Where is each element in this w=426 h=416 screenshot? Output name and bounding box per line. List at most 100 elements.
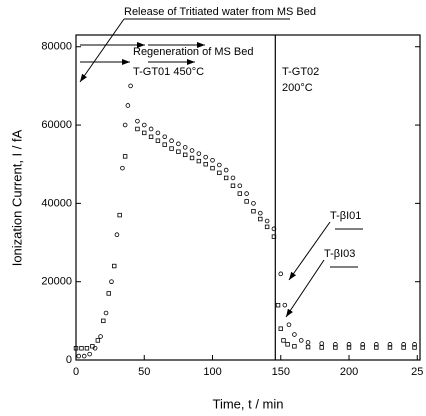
point — [142, 130, 147, 136]
point — [319, 341, 325, 346]
y-tick-label: 80000 — [41, 41, 72, 53]
point — [148, 126, 154, 132]
point — [374, 345, 379, 350]
point — [333, 342, 338, 347]
point — [271, 234, 277, 239]
point — [230, 183, 236, 188]
point — [305, 344, 311, 350]
point — [278, 326, 283, 331]
point — [101, 318, 106, 324]
plot-frame — [75, 34, 421, 361]
annotation: T-βI01 — [330, 210, 361, 222]
point — [292, 332, 297, 337]
point — [176, 141, 181, 147]
point — [237, 191, 243, 196]
point — [183, 152, 188, 158]
point — [81, 353, 87, 359]
annotation: T-GT02 — [282, 66, 319, 78]
point — [387, 342, 393, 347]
point — [135, 118, 140, 124]
point — [112, 263, 117, 269]
point — [169, 146, 174, 151]
arrow — [288, 221, 331, 281]
point — [292, 344, 297, 349]
point — [286, 322, 292, 328]
point — [117, 212, 122, 218]
point — [203, 154, 208, 160]
point — [346, 342, 352, 347]
point — [84, 346, 90, 351]
point — [162, 142, 167, 147]
point — [271, 226, 277, 232]
point — [223, 167, 229, 173]
point — [162, 134, 168, 140]
arrow — [79, 18, 125, 83]
point — [258, 216, 263, 222]
x-tick-label: 0 — [73, 366, 79, 378]
point — [244, 199, 249, 204]
y-tick-label: 0 — [66, 354, 72, 366]
point — [176, 149, 181, 154]
point — [285, 342, 290, 347]
x-tick-label: 50 — [138, 366, 150, 378]
point — [95, 338, 101, 343]
point — [346, 345, 352, 350]
y-tick-label: 60000 — [41, 119, 72, 131]
point — [114, 232, 120, 237]
x-tick-label: 25 — [411, 366, 423, 378]
point — [333, 345, 338, 350]
point — [155, 130, 161, 136]
point — [237, 183, 243, 189]
point — [196, 151, 202, 156]
point — [106, 291, 111, 296]
point — [305, 340, 311, 345]
point — [87, 351, 92, 357]
point — [298, 338, 304, 343]
point — [281, 338, 286, 343]
point — [169, 138, 174, 144]
point — [223, 175, 229, 181]
point — [210, 165, 215, 171]
point — [182, 145, 188, 150]
annotation: T-βI03 — [324, 248, 355, 260]
point — [125, 103, 131, 108]
annotation: 200°C — [282, 82, 313, 94]
point — [98, 334, 103, 339]
point — [155, 138, 161, 143]
point — [264, 218, 270, 224]
point — [109, 279, 114, 284]
point — [217, 170, 222, 176]
point — [196, 158, 202, 164]
point — [203, 162, 208, 167]
point — [76, 353, 82, 359]
point — [360, 345, 365, 350]
point — [217, 162, 222, 168]
point — [275, 302, 281, 308]
point — [141, 122, 147, 128]
arrow — [285, 259, 325, 318]
point — [122, 122, 128, 128]
point — [244, 191, 249, 196]
point — [278, 271, 284, 277]
point — [412, 345, 417, 350]
point — [264, 224, 270, 230]
point — [79, 346, 84, 351]
point — [210, 158, 215, 163]
point — [374, 342, 379, 347]
point — [189, 148, 195, 153]
x-tick-label: 200 — [340, 366, 358, 378]
point — [387, 345, 393, 350]
point — [230, 175, 236, 181]
annotation: Regeneration of MS Bed — [133, 46, 253, 58]
point — [251, 209, 256, 214]
point — [73, 346, 79, 351]
x-tick-label: 150 — [272, 366, 290, 378]
point — [401, 345, 406, 350]
point — [128, 83, 133, 89]
point — [90, 344, 95, 349]
y-tick-label: 40000 — [41, 197, 72, 209]
point — [251, 201, 256, 206]
point — [401, 342, 406, 347]
point — [360, 342, 365, 347]
